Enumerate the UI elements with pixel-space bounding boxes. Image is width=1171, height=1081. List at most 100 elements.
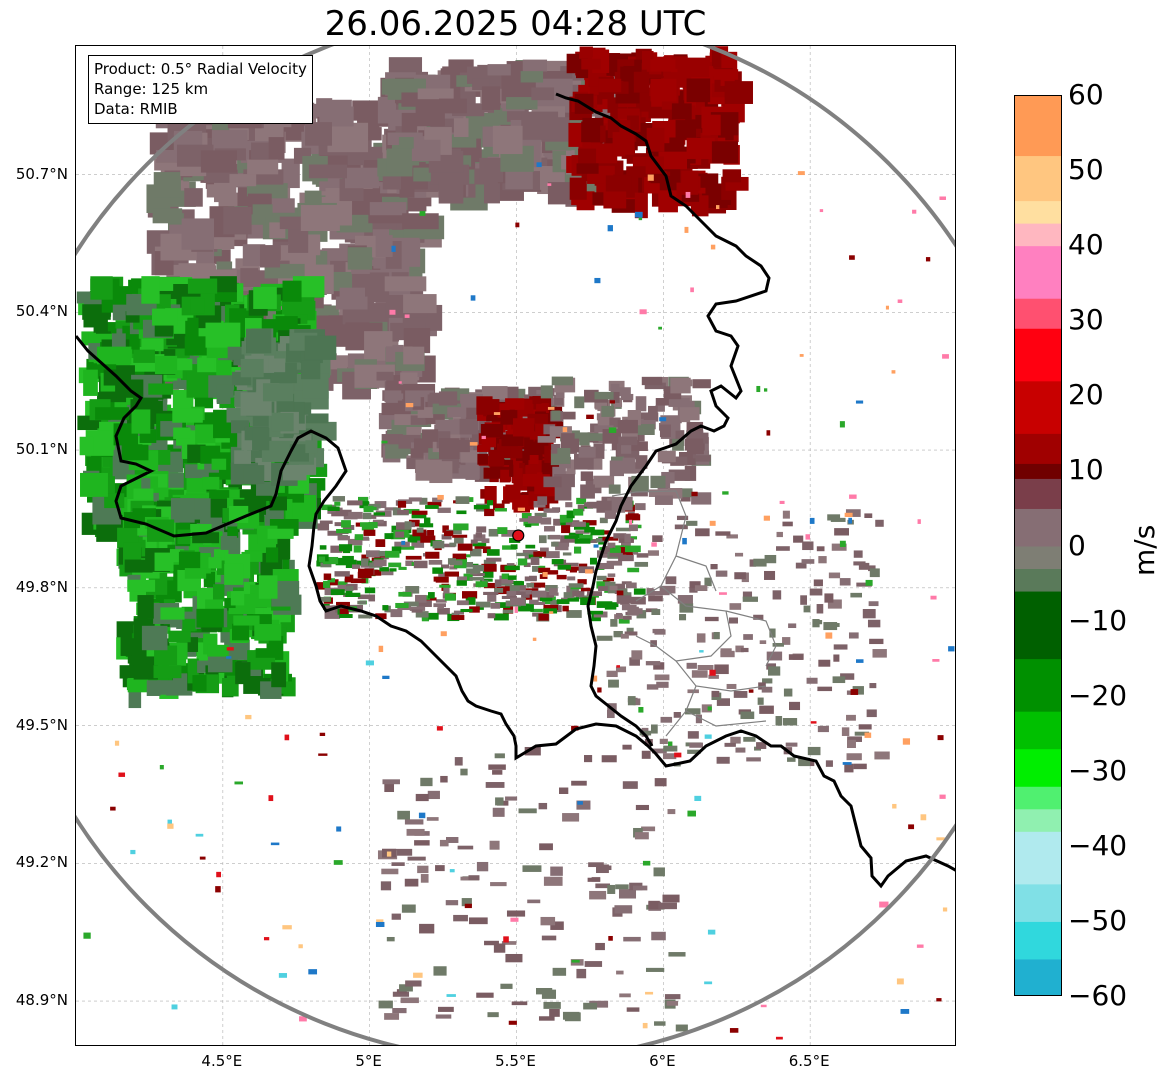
echo-cell <box>408 1045 416 1046</box>
echo-cell <box>220 535 237 550</box>
echo-cell <box>577 801 583 805</box>
echo-cell <box>624 533 631 543</box>
echo-cell <box>596 601 613 608</box>
echo-cell <box>437 494 444 500</box>
echo-cell <box>494 587 504 593</box>
echo-cell <box>833 644 848 650</box>
echo-cell <box>529 599 539 605</box>
echo-cell <box>542 572 548 577</box>
echo-cell <box>247 159 279 175</box>
echo-cell <box>753 558 767 567</box>
echo-cell <box>268 198 295 213</box>
echo-cell <box>363 506 377 510</box>
echo-cell <box>358 568 374 576</box>
echo-cell <box>704 577 712 587</box>
echo-cell <box>443 587 450 596</box>
echo-cell <box>518 603 534 612</box>
echo-cell <box>501 500 510 504</box>
echo-cell <box>488 451 505 467</box>
echo-cell <box>644 382 666 390</box>
echo-cell <box>748 689 754 693</box>
echo-cell <box>477 453 489 465</box>
echo-cell <box>869 568 880 578</box>
echo-cell <box>549 588 558 596</box>
echo-cell <box>654 778 667 787</box>
echo-cell <box>440 631 447 637</box>
echo-cell <box>802 541 814 551</box>
echo-cell <box>439 438 460 460</box>
echo-cell <box>480 424 504 438</box>
echo-cell <box>635 503 646 511</box>
echo-cell <box>298 944 303 949</box>
echo-cell <box>538 535 547 544</box>
echo-cell <box>203 169 238 183</box>
colorbar-segment <box>1015 884 1061 923</box>
echo-cell <box>484 940 499 946</box>
echo-cell <box>556 411 576 420</box>
radar-map[interactable] <box>75 45 956 1046</box>
echo-cell <box>501 529 517 537</box>
echo-cell <box>463 573 473 581</box>
echo-cell <box>595 942 605 951</box>
echo-cell <box>660 716 673 723</box>
echo-cell <box>327 122 369 153</box>
echo-cell <box>827 599 842 609</box>
echo-cell <box>601 755 617 763</box>
echo-cell <box>335 296 368 310</box>
echo-cell <box>419 497 428 505</box>
echo-cell <box>541 935 557 941</box>
echo-cell <box>472 564 485 572</box>
echo-cell <box>354 534 364 541</box>
echo-cell <box>345 592 361 597</box>
echo-cell <box>378 1000 393 1009</box>
echo-cell <box>627 567 640 573</box>
echo-cell <box>655 398 669 406</box>
echo-cell <box>202 476 220 490</box>
echo-cell <box>622 744 632 750</box>
echo-cell <box>659 585 676 594</box>
echo-cell <box>684 465 697 481</box>
echo-cell <box>625 592 632 597</box>
colorbar <box>1014 95 1062 996</box>
echo-cell <box>477 444 491 452</box>
echo-cell <box>487 64 511 76</box>
echo-cell <box>184 336 208 356</box>
echo-cell <box>582 520 597 526</box>
echo-cell <box>626 166 649 178</box>
echo-cell <box>662 894 680 903</box>
echo-cell <box>319 106 354 127</box>
echo-cell <box>532 565 543 572</box>
echo-cell <box>695 528 710 537</box>
echo-cell <box>621 428 638 440</box>
colorbar-tick-label: 60 <box>1068 78 1104 111</box>
echo-cell <box>676 515 689 521</box>
echo-cell <box>229 174 257 187</box>
echo-cell <box>782 718 798 726</box>
echo-cell <box>735 747 746 753</box>
echo-cell <box>378 550 387 557</box>
echo-cell <box>399 984 413 992</box>
echo-cell <box>301 360 321 380</box>
echo-cell <box>658 902 677 910</box>
echo-cell <box>844 763 854 773</box>
echo-cell <box>384 276 427 292</box>
echo-cell <box>685 191 691 198</box>
echo-cell <box>806 677 818 684</box>
echo-cell <box>226 647 234 651</box>
echo-cell <box>415 594 427 603</box>
echo-cell <box>580 484 595 499</box>
echo-cell <box>413 167 431 182</box>
echo-cell <box>609 417 621 428</box>
echo-cell <box>593 675 598 682</box>
echo-cell <box>691 670 708 678</box>
echo-cell <box>710 564 718 570</box>
echo-cell <box>157 680 186 695</box>
echo-cell <box>406 828 425 836</box>
echo-cell <box>651 931 666 941</box>
radar-site-marker[interactable] <box>512 529 525 542</box>
echo-cell <box>531 590 547 598</box>
echo-cell <box>645 967 665 972</box>
echo-cell <box>783 688 793 697</box>
echo-cell <box>398 566 407 570</box>
echo-cell <box>635 804 649 811</box>
